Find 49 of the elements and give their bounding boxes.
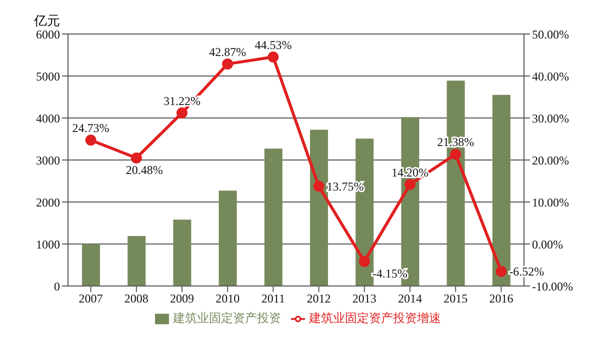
point [358, 256, 370, 267]
y2-tick-label: 10.00% [532, 195, 569, 210]
y2-tick-label: 30.00% [532, 111, 569, 126]
x-tick-label: 2012 [306, 292, 331, 306]
data-label: 24.73% [72, 121, 110, 136]
bar [492, 94, 510, 286]
y-tick-label: 2000 [36, 195, 60, 210]
point [222, 58, 234, 70]
y2-tick-label: 0.00% [532, 237, 563, 252]
y2-tick-label: 50.00% [532, 27, 569, 42]
bar [82, 244, 100, 286]
y2-tick-label: -10.00% [532, 279, 573, 294]
data-label: 42.87% [209, 44, 246, 59]
point [268, 51, 279, 62]
legend-label: 建筑业固定资产投资增速 [309, 311, 441, 325]
data-label: 20.48% [126, 162, 163, 177]
data-label: 21.38% [437, 135, 474, 150]
y-axis-title: 亿元 [34, 12, 60, 30]
y2-tick-label: 40.00% [532, 69, 569, 84]
x-tick-label: 2009 [170, 292, 194, 306]
point [85, 134, 96, 146]
y2-tick-label: 20.00% [532, 153, 569, 168]
x-tick-label: 2007 [78, 292, 103, 306]
point [176, 107, 188, 118]
x-tick-label: 2010 [216, 292, 240, 306]
x-tick-label: 2016 [489, 292, 514, 306]
x-tick-label: 2011 [261, 292, 285, 306]
bar [173, 220, 192, 286]
y-tick-label: 1000 [36, 237, 60, 252]
bar [264, 148, 282, 286]
legend-label: 建筑业固定资产投资 [173, 311, 281, 325]
bar [218, 190, 237, 286]
data-label: 44.53% [254, 38, 292, 52]
x-tick-label: 2013 [352, 292, 376, 306]
y-tick-label: 3000 [36, 153, 60, 168]
point [130, 152, 142, 164]
y-tick-label: 0 [54, 279, 60, 294]
y-tick-label: 6000 [36, 27, 60, 42]
point [450, 148, 462, 160]
point [313, 180, 324, 192]
point [496, 266, 507, 277]
point [404, 178, 416, 190]
x-tick-label: 2008 [124, 292, 148, 306]
bar [310, 130, 328, 286]
bar [128, 236, 146, 286]
y-tick-label: 4000 [36, 111, 60, 126]
x-tick-label: 2014 [398, 292, 422, 306]
x-tick-label: 2015 [444, 292, 468, 306]
y-tick-label: 5000 [36, 69, 60, 84]
